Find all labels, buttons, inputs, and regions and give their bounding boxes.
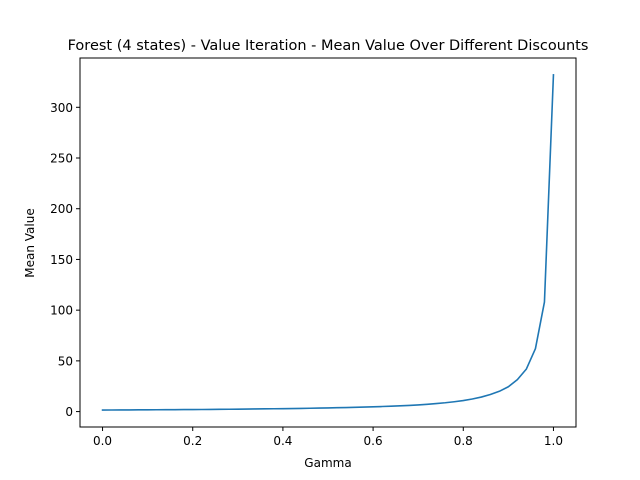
y-tick-label: 250 [50,152,73,166]
x-tick-label: 1.0 [544,434,563,448]
y-tick-label: 200 [50,202,73,216]
series-line [101,74,555,411]
plot-area-frame [79,57,577,428]
x-axis-label: Gamma [304,456,351,470]
y-tick-label: 100 [50,304,73,318]
x-tick-label: 0.6 [364,434,383,448]
y-tick-label: 150 [50,253,73,267]
series-group [101,74,555,411]
x-tick-label: 0.0 [93,434,112,448]
y-tick-label: 0 [65,405,73,419]
x-tick-label: 0.4 [273,434,292,448]
chart-title: Forest (4 states) - Value Iteration - Me… [68,38,589,54]
x-tick-label: 0.8 [454,434,473,448]
x-tick-label: 0.2 [183,434,202,448]
y-axis-ticks: 0 50 100 150 200 250 300 [50,101,80,419]
y-tick-label: 50 [58,354,73,368]
y-tick-label: 300 [50,101,73,115]
x-axis-ticks: 0.0 0.2 0.4 0.6 0.8 1.0 [93,427,563,448]
y-axis-label: Mean Value [23,208,37,277]
